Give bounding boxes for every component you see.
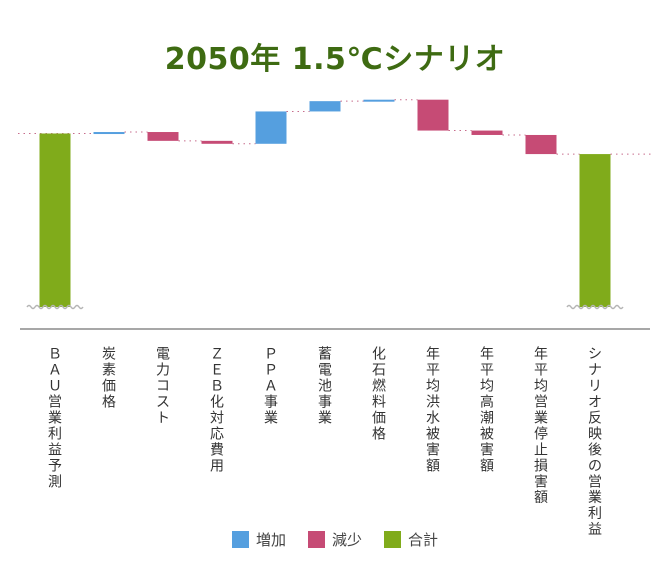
legend: 増加 減少 合計: [0, 529, 670, 550]
x-tick-label: 年平均洪水被害額: [426, 347, 440, 475]
legend-item-total: 合計: [384, 529, 438, 550]
x-tick-label: 蓄電池事業: [318, 347, 332, 427]
x-tick-label: 炭素価格: [102, 347, 116, 411]
axis-break-mark: [26, 304, 84, 310]
legend-label-increase: 増加: [255, 531, 286, 549]
bar-decrease: [201, 140, 233, 144]
axis-break-mark: [566, 304, 624, 310]
bar-increase: [255, 111, 287, 144]
legend-item-decrease: 減少: [307, 529, 362, 550]
x-tick-label: 年平均営業停止損害額: [534, 347, 548, 507]
bar-increase: [363, 99, 395, 102]
bar-decrease: [471, 130, 503, 135]
x-tick-label: ＺＥＢ化対応費用: [210, 347, 224, 475]
x-tick-label: 電力コスト: [156, 347, 170, 427]
x-tick-label: 年平均高潮被害額: [480, 347, 494, 475]
bar-total: [579, 154, 611, 307]
x-tick-label: シナリオ反映後の営業利益: [588, 347, 602, 539]
bar-increase: [93, 132, 125, 135]
legend-label-decrease: 減少: [331, 531, 362, 549]
x-tick-label: 化石燃料価格: [372, 347, 386, 443]
legend-label-total: 合計: [408, 531, 439, 549]
bar-decrease: [417, 99, 449, 131]
bar-decrease: [525, 134, 557, 155]
legend-item-increase: 増加: [231, 529, 286, 550]
bar-total: [39, 133, 71, 307]
bar-decrease: [147, 132, 179, 141]
bar-increase: [309, 101, 341, 112]
legend-swatch-decrease: [307, 531, 325, 548]
x-tick-label: ＢＡＵ営業利益予測: [48, 347, 62, 491]
legend-swatch-increase: [231, 531, 249, 548]
x-tick-label: ＰＰＡ事業: [264, 347, 278, 427]
chart-title: 2050年 1.5℃シナリオ: [164, 42, 506, 77]
legend-swatch-total: [384, 531, 401, 548]
